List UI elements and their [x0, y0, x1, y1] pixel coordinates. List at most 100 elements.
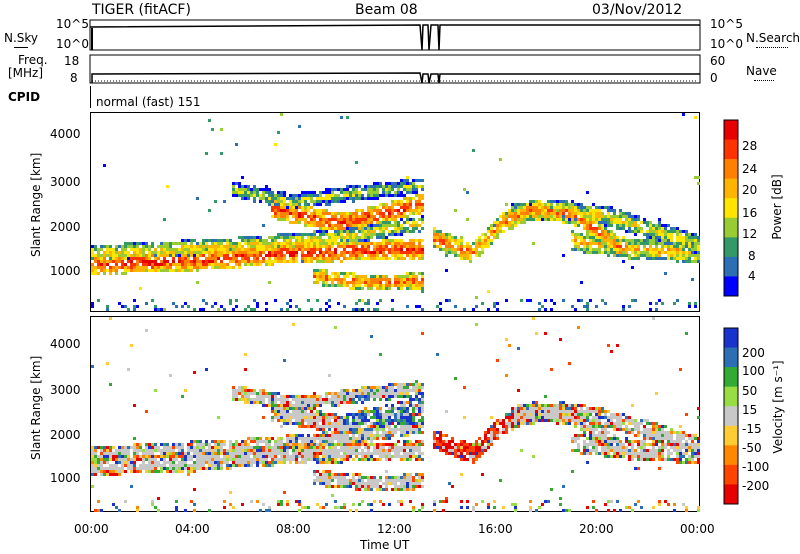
velocity-heatmap-cell: [421, 506, 424, 509]
velocity-heatmap-cell: [466, 500, 469, 503]
power-heatmap-cell: [535, 209, 538, 212]
velocity-heatmap-cell: [283, 455, 286, 458]
power-heatmap-cell: [553, 302, 556, 305]
velocity-heatmap-cell: [289, 461, 292, 464]
velocity-heatmap-cell: [562, 422, 565, 425]
power-heatmap-cell: [265, 260, 268, 263]
power-heatmap-cell: [304, 254, 307, 257]
power-heatmap-cell: [577, 218, 580, 221]
power-heatmap-cell: [352, 197, 355, 200]
velocity-heatmap-cell: [190, 449, 193, 452]
velocity-heatmap-cell: [286, 437, 289, 440]
velocity-heatmap-cell: [469, 452, 472, 455]
velocity-heatmap-cell: [100, 470, 103, 473]
power-heatmap-cell: [658, 299, 661, 302]
power-heatmap-cell: [184, 248, 187, 251]
power-heatmap-cell: [619, 245, 622, 248]
velocity-heatmap-cell: [232, 449, 235, 452]
velocity-heatmap-cell: [298, 425, 301, 428]
velocity-heatmap-cell: [343, 422, 346, 425]
power-heatmap-cell: [148, 251, 151, 254]
power-heatmap-cell: [361, 257, 364, 260]
velocity-heatmap-cell: [136, 443, 139, 446]
velocity-heatmap-cell: [346, 437, 349, 440]
power-heatmap-cell: [361, 242, 364, 245]
power-ytick-3000: 3000: [50, 175, 81, 189]
power-heatmap-cell: [448, 239, 451, 242]
velocity-heatmap-cell: [334, 476, 337, 479]
power-heatmap-cell: [496, 302, 499, 305]
power-heatmap-cell: [310, 224, 313, 227]
velocity-heatmap-cell: [187, 467, 190, 470]
velocity-heatmap-cell: [346, 458, 349, 461]
power-heatmap-cell: [268, 263, 271, 266]
power-heatmap-cell: [259, 197, 262, 200]
velocity-heatmap-cell: [472, 446, 475, 449]
velocity-heatmap-cell: [361, 449, 364, 452]
power-heatmap-cell: [304, 194, 307, 197]
power-heatmap-cell: [352, 287, 355, 290]
power-heatmap-cell: [376, 233, 379, 236]
velocity-heatmap-cell: [325, 416, 328, 419]
power-heatmap-cell: [439, 302, 442, 305]
power-heatmap-cell: [649, 221, 652, 224]
velocity-heatmap-cell: [331, 431, 334, 434]
power-heatmap-cell: [94, 269, 97, 272]
power-heatmap-cell: [268, 200, 271, 203]
power-heatmap-cell: [277, 197, 280, 200]
power-heatmap-cell: [358, 299, 361, 302]
velocity-heatmap-cell: [106, 362, 109, 365]
power-heatmap-cell: [370, 224, 373, 227]
power-heatmap-cell: [493, 305, 496, 308]
velocity-heatmap-cell: [397, 479, 400, 482]
power-heatmap-cell: [355, 194, 358, 197]
velocity-heatmap-cell: [238, 458, 241, 461]
power-heatmap-cell: [217, 245, 220, 248]
velocity-heatmap-cell: [187, 452, 190, 455]
power-heatmap-cell: [397, 248, 400, 251]
power-heatmap-cell: [517, 203, 520, 206]
power-heatmap: [91, 113, 700, 311]
power-heatmap-cell: [208, 119, 211, 122]
velocity-heatmap-cell: [103, 458, 106, 461]
velocity-heatmap-cell: [337, 482, 340, 485]
power-heatmap-cell: [619, 209, 622, 212]
power-heatmap-cell: [433, 242, 436, 245]
velocity-heatmap-cell: [337, 440, 340, 443]
power-heatmap-cell: [409, 230, 412, 233]
power-heatmap-cell: [415, 281, 418, 284]
velocity-heatmap-cell: [244, 464, 247, 467]
velocity-heatmap-cell: [202, 455, 205, 458]
velocity-heatmap-cell: [295, 434, 298, 437]
velocity-heatmap-cell: [322, 452, 325, 455]
power-heatmap-cell: [220, 242, 223, 245]
velocity-heatmap-cell: [406, 389, 409, 392]
velocity-heatmap-cell: [256, 455, 259, 458]
power-heatmap-cell: [373, 194, 376, 197]
power-heatmap-cell: [319, 260, 322, 263]
power-heatmap-cell: [115, 251, 118, 254]
power-heatmap-cell: [175, 248, 178, 251]
power-heatmap-cell: [679, 245, 682, 248]
velocity-heatmap-cell: [382, 449, 385, 452]
power-heatmap-cell: [361, 194, 364, 197]
velocity-heatmap-cell: [163, 467, 166, 470]
power-heatmap-cell: [535, 200, 538, 203]
power-heatmap-cell: [292, 194, 295, 197]
power-heatmap-cell: [343, 275, 346, 278]
power-heatmap-cell: [265, 185, 268, 188]
power-heatmap-cell: [658, 239, 661, 242]
power-heatmap-cell: [352, 257, 355, 260]
power-heatmap-cell: [670, 251, 673, 254]
velocity-heatmap-cell: [358, 476, 361, 479]
power-heatmap-cell: [628, 218, 631, 221]
power-heatmap-cell: [232, 185, 235, 188]
velocity-heatmap-cell: [106, 473, 109, 476]
velocity-heatmap-cell: [400, 485, 403, 488]
velocity-heatmap-cell: [286, 416, 289, 419]
power-heatmap-cell: [160, 263, 163, 266]
power-heatmap-cell: [409, 212, 412, 215]
power-heatmap-cell: [364, 275, 367, 278]
velocity-heatmap-cell: [340, 479, 343, 482]
power-heatmap-cell: [433, 245, 436, 248]
